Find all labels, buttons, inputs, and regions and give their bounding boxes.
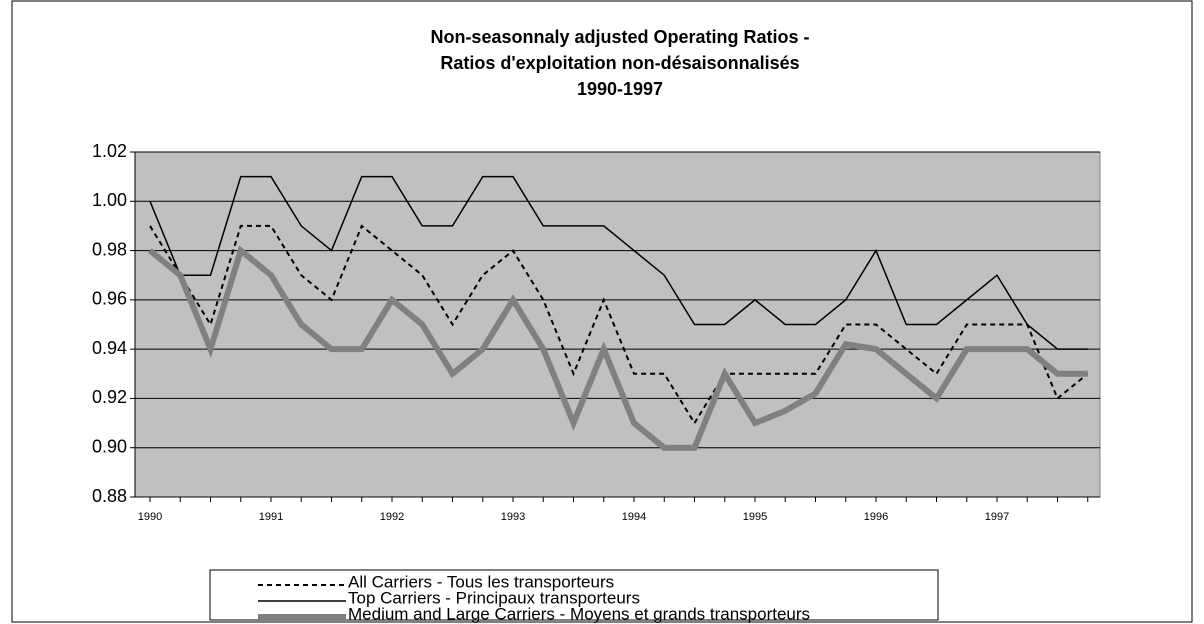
legend-box bbox=[209, 569, 939, 621]
x-tick-label: 1996 bbox=[864, 511, 888, 523]
y-tick-label: 0.90 bbox=[92, 436, 127, 456]
x-tick-label: 1992 bbox=[380, 511, 404, 523]
x-tick-label: 1997 bbox=[985, 511, 1009, 523]
x-tick-label: 1993 bbox=[501, 511, 525, 523]
legend-label: Medium and Large Carriers - Moyens et gr… bbox=[348, 604, 810, 623]
y-tick-label: 1.00 bbox=[92, 190, 127, 210]
y-tick-label: 1.02 bbox=[92, 141, 127, 161]
series-line bbox=[149, 224, 1089, 425]
legend-label: All Carriers - Tous les transporteurs bbox=[348, 572, 614, 591]
y-tick-label: 0.96 bbox=[92, 289, 127, 309]
legend-label: Top Carriers - Principaux transporteurs bbox=[348, 588, 640, 607]
x-tick-label: 1995 bbox=[743, 511, 767, 523]
x-tick-label: 1991 bbox=[259, 511, 283, 523]
chart-title: Non-seasonnaly adjusted Operating Ratios… bbox=[430, 27, 809, 47]
y-tick-label: 0.98 bbox=[92, 239, 127, 259]
x-tick-label: 1994 bbox=[622, 511, 646, 523]
chart-title: 1990-1997 bbox=[577, 79, 663, 99]
x-tick-label: 1990 bbox=[138, 511, 162, 523]
series-line bbox=[148, 245, 1088, 451]
y-tick-label: 0.88 bbox=[92, 486, 127, 506]
y-tick-label: 0.92 bbox=[92, 387, 127, 407]
chart-title: Ratios d'exploitation non-désaisonnalisé… bbox=[440, 53, 799, 73]
plot-area bbox=[134, 151, 1101, 498]
y-tick-label: 0.94 bbox=[92, 338, 127, 358]
series-line bbox=[149, 175, 1088, 350]
